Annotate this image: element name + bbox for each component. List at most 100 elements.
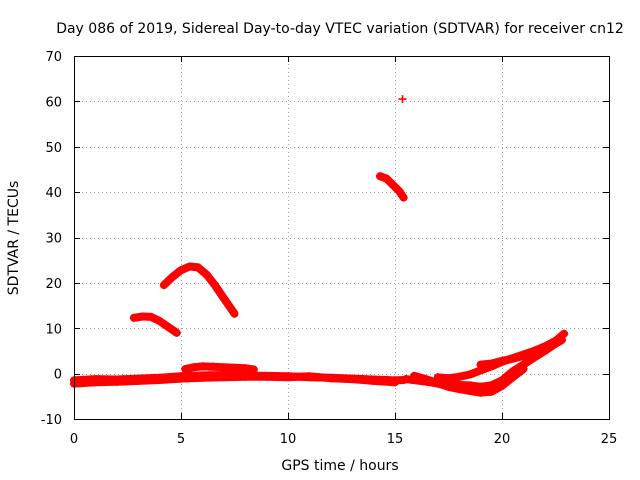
data-point [498, 356, 506, 365]
y-tick-label: -10 [41, 413, 62, 428]
data-point [530, 348, 539, 357]
x-tick-label: 0 [70, 432, 78, 447]
data-point [168, 273, 177, 281]
data-point [230, 309, 239, 318]
data-point [401, 375, 410, 384]
data-point [155, 317, 164, 325]
data-point [369, 376, 378, 385]
data-point [476, 360, 485, 369]
data-point [241, 364, 250, 373]
data-point [284, 373, 292, 382]
data-point [262, 372, 271, 381]
data-point [382, 174, 391, 183]
x-tick-labels: 0 5 10 15 20 25 [70, 432, 617, 447]
data-point [91, 378, 100, 387]
data-point [455, 385, 464, 394]
data-point [560, 329, 569, 338]
series-arc-3-5 [129, 312, 181, 337]
x-axis-label: GPS time / hours [281, 458, 398, 474]
data-point [444, 374, 453, 383]
grid [74, 56, 609, 419]
data-point [498, 381, 506, 390]
chart-title: Day 086 of 2019, Sidereal Day-to-day VTE… [56, 21, 624, 37]
data-point [219, 363, 228, 372]
y-tick-labels: -10 0 10 20 30 40 50 60 70 [41, 50, 62, 428]
data-point [147, 312, 155, 321]
data-point [198, 362, 207, 371]
data-point [549, 337, 558, 346]
data-point [134, 376, 143, 385]
data-point [177, 266, 185, 275]
x-tick-label: 5 [177, 432, 185, 447]
y-tick-label: 30 [45, 232, 62, 247]
data-point [348, 375, 357, 384]
data-point [540, 343, 549, 352]
series-late-b [410, 365, 528, 397]
data-point [211, 281, 220, 290]
data-point [433, 373, 442, 382]
data-point [487, 387, 496, 396]
data-point [519, 365, 528, 374]
y-tick-label: 50 [45, 141, 62, 156]
data-point [249, 365, 258, 374]
data-point [164, 322, 173, 331]
data-point [455, 372, 464, 381]
data-point [219, 373, 228, 382]
data-point [398, 95, 407, 104]
data-point [241, 372, 250, 381]
data-point [423, 375, 432, 384]
x-tick-label: 10 [280, 432, 297, 447]
data-point [487, 359, 496, 368]
series-trace [159, 262, 239, 318]
data-point [181, 365, 190, 374]
series-trace [70, 372, 399, 388]
y-tick-label: 40 [45, 186, 62, 201]
data-point [219, 294, 228, 303]
series-point-15 [398, 95, 407, 104]
data-point [519, 351, 528, 360]
data-point [376, 172, 384, 181]
data-point [391, 378, 399, 387]
data-point [410, 371, 419, 380]
series-arc-14-15 [376, 172, 408, 202]
series-arc-4-8 [159, 262, 239, 318]
series-late-c [433, 329, 569, 383]
data-point [155, 376, 164, 384]
x-tick-label: 25 [601, 432, 618, 447]
data-point [185, 262, 194, 271]
data-point [202, 270, 211, 279]
data-point [129, 313, 138, 322]
data-point [177, 374, 185, 383]
y-tick-label: 10 [45, 322, 62, 337]
data-point [465, 370, 474, 379]
data-point [138, 312, 147, 321]
data-series [70, 95, 569, 397]
series-hump-5-7 [181, 362, 258, 374]
data-point [326, 374, 335, 383]
series-late-d [476, 337, 558, 369]
x-tick-label: 15 [387, 432, 404, 447]
data-point [112, 377, 121, 386]
data-point [230, 363, 239, 372]
data-point [465, 386, 474, 395]
data-point [198, 373, 207, 382]
data-point [395, 187, 404, 196]
data-point [508, 373, 517, 382]
data-point [189, 363, 198, 372]
series-trace [433, 329, 569, 383]
y-axis-label: SDTVAR / TECUs [6, 181, 22, 296]
data-point [508, 354, 517, 363]
data-point [172, 328, 181, 337]
x-tick-label: 20 [494, 432, 511, 447]
data-point [159, 281, 168, 290]
y-tick-label: 60 [45, 95, 62, 110]
data-point [444, 382, 453, 391]
axis-ticks [74, 56, 610, 420]
data-point [194, 263, 203, 272]
data-point [209, 362, 218, 371]
data-point [476, 388, 485, 397]
y-tick-label: 70 [45, 50, 62, 65]
data-point [305, 372, 314, 381]
data-point [388, 180, 397, 189]
